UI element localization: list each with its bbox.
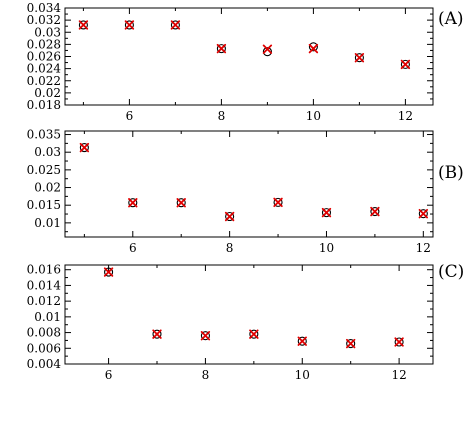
data-point-circle xyxy=(152,329,162,339)
data-point-cross xyxy=(78,20,89,30)
y-tick-label: 0.018 xyxy=(27,98,61,112)
data-point-circle xyxy=(418,209,428,219)
y-tick-label: 0.03 xyxy=(34,25,61,39)
y-tick-label: 0.016 xyxy=(27,263,61,277)
data-point-circle xyxy=(104,267,114,277)
data-point-cross xyxy=(418,208,429,219)
x-tick-label: 6 xyxy=(126,109,134,123)
y-tick-label: 0.026 xyxy=(27,50,61,64)
plot-frame xyxy=(64,7,434,106)
data-point-cross xyxy=(262,44,273,54)
plot-frame xyxy=(64,130,434,238)
data-point-circle xyxy=(249,329,259,339)
x-tick-label: 10 xyxy=(306,109,321,123)
y-tick-label: 0.004 xyxy=(27,357,62,371)
data-point-circle xyxy=(128,198,138,208)
y-tick-label: 0.035 xyxy=(27,128,61,142)
data-point-cross xyxy=(400,59,411,70)
data-point-circle xyxy=(200,331,210,341)
y-tick-label: 0.028 xyxy=(27,37,61,51)
data-point-circle xyxy=(400,59,410,69)
y-tick-label: 0.008 xyxy=(27,326,61,340)
data-point-cross xyxy=(321,207,332,218)
y-tick-label: 0.025 xyxy=(27,163,61,177)
panel-1: 6 8 10 120.0180.020.0220.0240.0260.0280.030… xyxy=(27,1,464,123)
panel-2: 6 8 10 12 0.01 0.015 0.02 0.025 0.03 0.035 (B) xyxy=(27,128,464,255)
y-tick-label: 0.022 xyxy=(27,74,61,88)
y-tick-label: 0.032 xyxy=(27,13,61,27)
data-point-circle xyxy=(124,20,134,30)
x-tick-label: 12 xyxy=(391,368,406,382)
x-tick-label: 6 xyxy=(129,241,137,255)
y-tick-label: 0.034 xyxy=(27,1,62,15)
panel-label: (C) xyxy=(438,262,464,282)
data-point-circle xyxy=(216,44,226,54)
x-tick-label: 10 xyxy=(295,368,310,382)
data-point-cross xyxy=(308,43,319,54)
data-point-cross xyxy=(200,331,211,341)
data-point-cross xyxy=(370,206,380,217)
y-tick-label: 0.01 xyxy=(34,310,61,324)
data-point-cross xyxy=(394,337,404,347)
data-point-cross xyxy=(152,329,162,339)
data-point-cross xyxy=(124,20,135,30)
x-tick-label: 12 xyxy=(398,109,413,123)
data-point-circle xyxy=(225,211,235,222)
data-point-circle xyxy=(308,42,318,52)
data-point-circle xyxy=(262,47,272,57)
data-point-circle xyxy=(78,20,88,30)
data-point-cross xyxy=(354,53,365,63)
y-tick-label: 0.01 xyxy=(34,216,61,230)
data-point-cross xyxy=(297,336,307,346)
y-tick-label: 0.024 xyxy=(27,62,62,76)
data-point-circle xyxy=(346,339,356,349)
panel-label: (A) xyxy=(438,9,464,29)
y-tick-label: 0.03 xyxy=(34,145,61,159)
data-point-circle xyxy=(273,197,283,207)
data-point-circle xyxy=(176,198,186,208)
data-point-cross xyxy=(273,197,283,208)
data-point-cross xyxy=(176,198,186,208)
data-point-circle xyxy=(370,207,380,217)
data-point-cross xyxy=(216,43,227,54)
data-point-cross xyxy=(170,20,181,30)
data-point-circle xyxy=(354,53,364,63)
x-tick-label: 8 xyxy=(202,368,210,382)
y-tick-label: 0.012 xyxy=(27,294,61,308)
data-point-circle xyxy=(394,337,404,347)
data-point-cross xyxy=(224,211,235,222)
y-tick-label: 0.015 xyxy=(27,198,61,212)
data-point-circle xyxy=(79,143,89,153)
data-point-cross xyxy=(79,142,90,153)
data-point-circle xyxy=(170,20,180,30)
x-tick-label: 12 xyxy=(416,241,431,255)
panel-label: (B) xyxy=(438,163,464,183)
data-point-cross xyxy=(128,198,138,208)
x-tick-label: 10 xyxy=(319,241,334,255)
data-point-circle xyxy=(297,336,307,346)
data-point-cross xyxy=(103,267,114,277)
x-tick-label: 6 xyxy=(105,368,113,382)
data-point-circle xyxy=(321,208,332,218)
y-tick-label: 0.014 xyxy=(27,278,62,292)
x-tick-label: 8 xyxy=(226,241,234,255)
plot-frame xyxy=(64,264,434,365)
x-tick-label: 8 xyxy=(218,109,226,123)
data-point-cross xyxy=(249,329,259,339)
y-tick-label: 0.006 xyxy=(27,341,61,355)
y-tick-label: 0.02 xyxy=(34,86,61,100)
y-tick-label: 0.02 xyxy=(34,181,61,195)
data-point-cross xyxy=(345,338,356,349)
